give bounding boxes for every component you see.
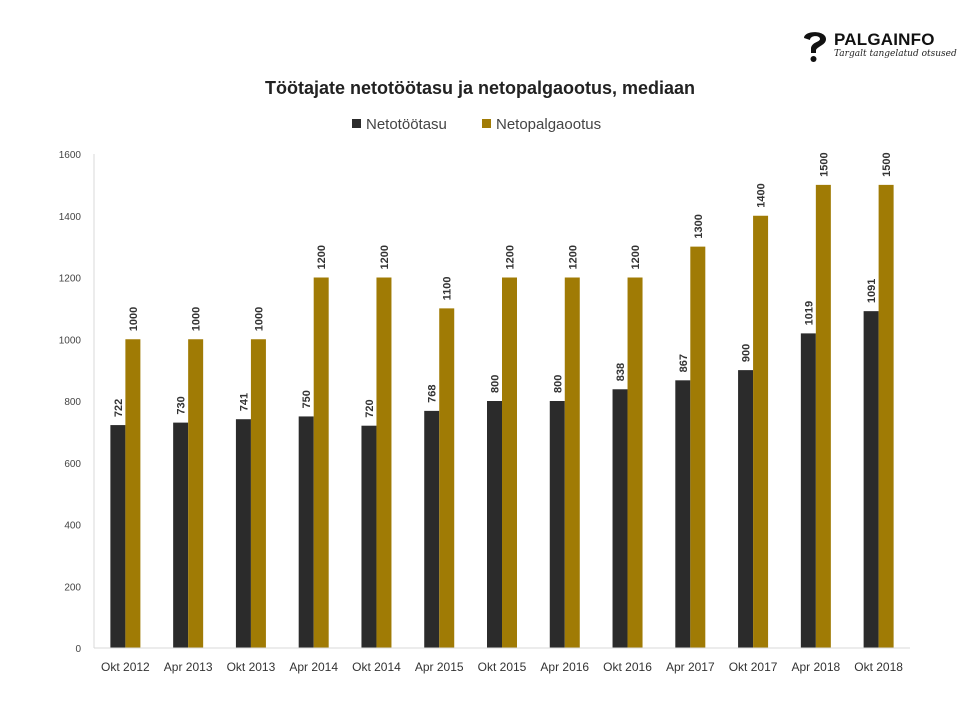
y-tick-label: 1000 bbox=[59, 335, 82, 346]
y-tick-label: 200 bbox=[64, 582, 81, 593]
legend-swatch-2 bbox=[482, 119, 491, 128]
x-axis: Okt 2012 Apr 2013 Okt 2013 Apr 2014 Okt 2014… bbox=[94, 647, 910, 674]
data-label: 900 bbox=[741, 344, 753, 362]
data-label: 838 bbox=[615, 363, 627, 381]
y-tick-label: 600 bbox=[64, 459, 81, 470]
bar-netopalgaootus bbox=[376, 277, 392, 648]
data-label: 1200 bbox=[505, 245, 517, 269]
bar-netotootasu bbox=[800, 333, 816, 648]
bar-netopalgaootus bbox=[502, 277, 517, 648]
x-tick-label: Apr 2015 bbox=[415, 660, 464, 674]
bar-netopalgaootus bbox=[125, 339, 141, 648]
data-label: 800 bbox=[552, 375, 564, 393]
bar-netotootasu bbox=[361, 425, 377, 648]
data-label: 1200 bbox=[316, 245, 328, 269]
x-tick-label: Apr 2014 bbox=[289, 660, 338, 674]
x-tick-label: Apr 2017 bbox=[666, 660, 715, 674]
data-label: 1019 bbox=[803, 301, 815, 325]
bar-series: 722 1000 730 1000 741 1000 750 1200 720 1200 768 11… bbox=[110, 152, 894, 648]
bar-netopalgaootus bbox=[564, 277, 580, 648]
data-label: 1200 bbox=[379, 245, 391, 269]
y-tick-label: 0 bbox=[75, 644, 81, 655]
y-tick-label: 1600 bbox=[59, 150, 82, 161]
data-label: 1000 bbox=[253, 307, 265, 331]
chart-legend: Netotöötasu Netopalgaootus bbox=[352, 116, 601, 133]
data-label: 741 bbox=[238, 393, 250, 411]
bar-netopalgaootus bbox=[439, 308, 455, 648]
data-label: 720 bbox=[364, 399, 376, 417]
legend-swatch-1 bbox=[352, 119, 361, 128]
data-label: 1300 bbox=[693, 214, 705, 238]
bar-netotootasu bbox=[235, 419, 251, 648]
data-label: 1200 bbox=[567, 245, 579, 269]
logo-brand-text: PALGAINFO bbox=[834, 30, 935, 49]
x-tick-label: Okt 2014 bbox=[352, 660, 401, 674]
bar-netotootasu bbox=[675, 380, 691, 648]
data-label: 1500 bbox=[881, 152, 893, 176]
bar-netopalgaootus bbox=[815, 184, 831, 648]
bar-netotootasu bbox=[110, 425, 126, 648]
y-tick-label: 1400 bbox=[59, 212, 82, 223]
bar-netopalgaootus bbox=[753, 215, 769, 648]
legend-label-1: Netotöötasu bbox=[366, 116, 447, 133]
data-label: 1500 bbox=[818, 152, 830, 176]
x-tick-label: Apr 2013 bbox=[164, 660, 213, 674]
bar-netopalgaootus bbox=[690, 246, 706, 648]
data-label: 1400 bbox=[756, 183, 768, 207]
bar-netotootasu bbox=[549, 401, 565, 648]
chart-title: Töötajate netotöötasu ja netopalgaootus,… bbox=[265, 78, 695, 98]
data-label: 1200 bbox=[630, 245, 642, 269]
x-tick-label: Apr 2018 bbox=[791, 660, 840, 674]
bar-netopalgaootus bbox=[313, 277, 329, 648]
data-label: 750 bbox=[301, 390, 313, 408]
question-mark-logo-icon bbox=[804, 32, 826, 62]
data-label: 1091 bbox=[866, 279, 878, 303]
x-tick-label: Okt 2018 bbox=[854, 660, 903, 674]
palgainfo-logo: PALGAINFO Targalt tangelatud otsused bbox=[800, 28, 957, 68]
data-label: 1000 bbox=[128, 307, 140, 331]
y-axis: 0 200 400 600 800 1000 1200 1400 1600 bbox=[59, 150, 95, 655]
data-label: 1100 bbox=[442, 277, 454, 301]
bar-netopalgaootus bbox=[627, 277, 643, 648]
data-label: 768 bbox=[427, 385, 439, 403]
bar-netotootasu bbox=[298, 416, 314, 648]
bar-netotootasu bbox=[487, 401, 502, 648]
data-label: 800 bbox=[490, 375, 502, 393]
data-label: 867 bbox=[678, 354, 690, 372]
bar-netopalgaootus bbox=[250, 339, 266, 648]
x-tick-label: Okt 2015 bbox=[478, 660, 527, 674]
x-tick-label: Apr 2016 bbox=[540, 660, 589, 674]
bar-netotootasu bbox=[863, 311, 879, 648]
bar-netotootasu bbox=[738, 370, 754, 648]
y-tick-label: 400 bbox=[64, 521, 81, 532]
bar-netopalgaootus bbox=[188, 339, 204, 648]
data-label: 722 bbox=[113, 399, 125, 417]
data-label: 1000 bbox=[191, 307, 203, 331]
x-tick-label: Okt 2016 bbox=[603, 660, 652, 674]
data-label: 730 bbox=[176, 396, 188, 414]
x-tick-label: Okt 2012 bbox=[101, 660, 150, 674]
x-tick-label: Okt 2013 bbox=[227, 660, 276, 674]
bar-netopalgaootus bbox=[878, 184, 894, 648]
bar-netotootasu bbox=[612, 389, 628, 648]
legend-label-2: Netopalgaootus bbox=[496, 116, 601, 133]
bar-netotootasu bbox=[173, 422, 189, 648]
x-tick-label: Okt 2017 bbox=[729, 660, 778, 674]
logo-tagline: Targalt tangelatud otsused bbox=[834, 49, 957, 59]
y-tick-label: 1200 bbox=[59, 274, 82, 285]
y-tick-label: 800 bbox=[64, 397, 81, 408]
bar-netotootasu bbox=[424, 410, 440, 648]
